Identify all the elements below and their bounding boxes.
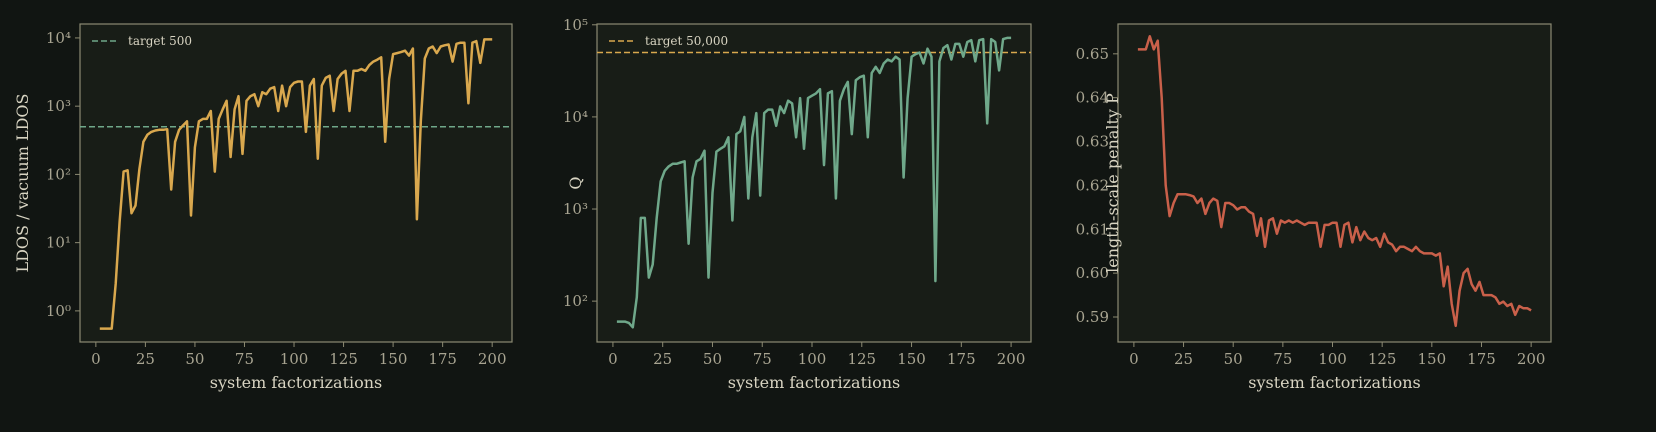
x-tick-label: 150 — [1418, 350, 1447, 368]
x-axis-label: system factorizations — [728, 373, 901, 392]
x-tick-label: 25 — [136, 350, 155, 368]
x-tick-label: 125 — [847, 350, 876, 368]
data-line — [99, 38, 493, 330]
x-tick-label: 75 — [235, 350, 254, 368]
x-tick-label: 75 — [753, 350, 772, 368]
plot-area — [596, 23, 1032, 343]
y-tick-label: 10⁰ — [46, 302, 71, 320]
y-axis-label: LDOS / vacuum LDOS — [13, 93, 32, 272]
x-tick-label: 0 — [1129, 350, 1139, 368]
y-tick-label: 0.63 — [1076, 133, 1109, 151]
y-tick-label: 0.59 — [1076, 308, 1109, 326]
x-tick-label: 175 — [428, 350, 457, 368]
x-tick-label: 200 — [478, 350, 507, 368]
x-tick-label: 125 — [1368, 350, 1397, 368]
y-axis-label: length-scale penalty P — [1103, 93, 1122, 273]
y-tick-label: 0.64 — [1076, 89, 1109, 107]
x-tick-label: 50 — [1224, 350, 1243, 368]
x-tick-label: 50 — [185, 350, 204, 368]
x-tick-label: 175 — [1467, 350, 1496, 368]
x-tick-label: 200 — [997, 350, 1026, 368]
y-tick-label: 10² — [46, 165, 71, 183]
y-tick-label: 10³ — [563, 200, 588, 218]
x-tick-label: 150 — [379, 350, 408, 368]
x-tick-label: 0 — [91, 350, 101, 368]
x-tick-label: 75 — [1273, 350, 1292, 368]
x-tick-label: 25 — [653, 350, 672, 368]
x-tick-label: 125 — [329, 350, 358, 368]
data-line — [1137, 35, 1532, 328]
y-tick-label: 10⁴ — [46, 29, 71, 47]
y-tick-label: 0.65 — [1076, 45, 1109, 63]
y-tick-label: 0.61 — [1076, 220, 1109, 238]
x-tick-label: 25 — [1174, 350, 1193, 368]
y-tick-label: 10⁴ — [563, 108, 588, 126]
x-tick-label: 200 — [1517, 350, 1546, 368]
legend-label: target 500 — [128, 34, 192, 48]
y-tick-label: 0.62 — [1076, 176, 1109, 194]
y-tick-label: 10² — [563, 292, 588, 310]
y-tick-label: 10³ — [46, 97, 71, 115]
y-tick-label: 0.60 — [1076, 264, 1109, 282]
y-tick-label: 10⁵ — [563, 16, 588, 34]
x-axis-label: system factorizations — [210, 373, 383, 392]
y-tick-label: 10¹ — [46, 234, 71, 252]
x-tick-label: 100 — [798, 350, 827, 368]
x-tick-label: 0 — [608, 350, 618, 368]
x-tick-label: 175 — [947, 350, 976, 368]
plot-area — [79, 23, 513, 343]
plot-area — [1117, 23, 1552, 343]
x-tick-label: 50 — [703, 350, 722, 368]
y-axis-label: Q — [566, 176, 585, 189]
legend-label: target 50,000 — [645, 34, 728, 48]
data-line — [616, 36, 1012, 329]
x-tick-label: 100 — [280, 350, 309, 368]
x-axis-label: system factorizations — [1248, 373, 1421, 392]
x-tick-label: 150 — [897, 350, 926, 368]
x-tick-label: 100 — [1318, 350, 1347, 368]
